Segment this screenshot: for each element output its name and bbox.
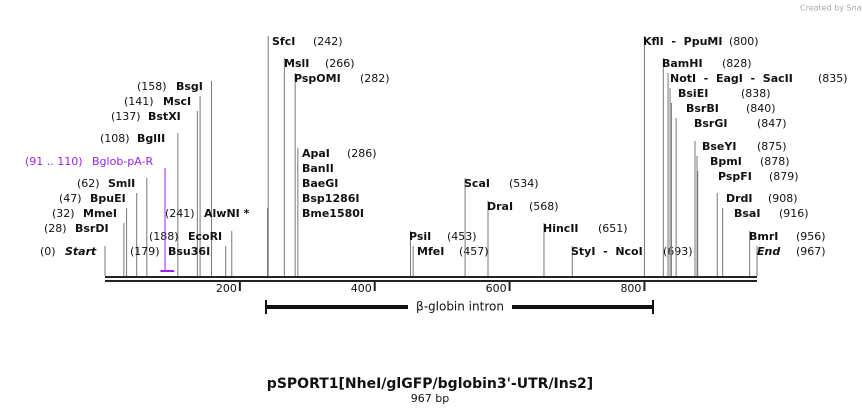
enzyme-position: (838) [741,87,771,100]
enzyme-name: SfcI [272,35,295,48]
enzyme-name: Bsp1286I [302,192,360,205]
intron-label: β-globin intron [416,300,504,314]
enzyme-position: (568) [529,200,559,213]
enzyme-position: (534) [509,177,539,190]
scale-label: 200 [216,282,237,295]
scale-label: 400 [351,282,372,295]
enzyme-name: BsrGI [694,117,727,130]
enzyme-name: BsaI [734,207,760,220]
enzyme-name: KflI - PpuMI [643,35,722,48]
enzyme-name: MfeI [417,245,444,258]
enzyme-position: (847) [757,117,787,130]
credit: Created by SnapGene [800,4,862,13]
enzyme-name: MslI [284,57,309,70]
enzyme-position: (242) [313,35,343,48]
enzyme-position: (916) [779,207,809,220]
enzyme-name: BsrBI [686,102,719,115]
enzyme-position: (875) [757,140,787,153]
enzyme-name: BpmI [710,155,742,168]
enzyme-position: (879) [769,170,799,183]
enzyme-name: NotI - EagI - SacII [670,72,793,85]
enzyme-name: BsgI [176,80,203,93]
enzyme-name: ScaI [464,177,490,190]
enzyme-name: BaeGI [302,177,338,190]
enzyme-position: (282) [360,72,390,85]
enzyme-name: BamHI [662,57,703,70]
enzyme-name: MmeI [83,207,117,220]
enzyme-name: Start [65,245,97,258]
enzyme-name: ApaI [302,147,330,160]
enzyme-position: (453) [447,230,477,243]
enzyme-position: (137) [111,110,141,123]
enzyme-position: (286) [347,147,377,160]
enzyme-position: (179) [130,245,160,258]
enzyme-position: (266) [325,57,355,70]
enzyme-position: (188) [149,230,179,243]
enzyme-position: (835) [818,72,848,85]
enzyme-position: (908) [768,192,798,205]
feature-name: Bglob-pA-R [92,155,154,168]
enzyme-name: DraI [487,200,513,213]
scale-label: 600 [486,282,507,295]
enzyme-name: BsrDI [75,222,109,235]
enzyme-name: End [757,245,780,258]
enzyme-name: PspOMI [294,72,341,85]
enzyme-position: (800) [729,35,759,48]
enzyme-name: BsiEI [678,87,708,100]
scale-label: 800 [620,282,641,295]
enzyme-name: Bme1580I [302,207,364,220]
enzyme-name: BseYI [702,140,736,153]
enzyme-position: (956) [796,230,826,243]
enzyme-position: (141) [124,95,154,108]
enzyme-name: EcoRI [188,230,222,243]
enzyme-position: (693) [663,245,693,258]
enzyme-position: (878) [760,155,790,168]
enzyme-name: BpuEI [90,192,126,205]
enzyme-position: (158) [137,80,167,93]
enzyme-position: (457) [459,245,489,258]
feature-position: (91 .. 110) [25,155,83,168]
enzyme-name: SmlI [108,177,135,190]
enzyme-position: (62) [77,177,100,190]
enzyme-name: MscI [163,95,191,108]
enzyme-name: PsiI [409,230,431,243]
enzyme-position: (47) [59,192,82,205]
enzyme-name: BstXI [148,110,181,123]
enzyme-name: AlwNI * [204,207,250,220]
enzyme-position: (967) [796,245,826,258]
enzyme-name: PspFI [718,170,752,183]
enzyme-position: (108) [100,132,130,145]
enzyme-position: (840) [746,102,776,115]
length: 967 bp [411,392,449,405]
enzyme-position: (828) [722,57,752,70]
enzyme-name: HincII [543,222,579,235]
enzyme-name: DrdI [726,192,753,205]
title: pSPORT1[NheI/glGFP/bglobin3'-UTR/Ins2] [267,376,593,392]
enzyme-position: (651) [598,222,628,235]
intron-label-bg [408,298,512,316]
enzyme-name: Bsu36I [168,245,210,258]
enzyme-name: BanII [302,162,334,175]
enzyme-position: (0) [40,245,56,258]
enzyme-position: (28) [44,222,67,235]
enzyme-name: BmrI [749,230,778,243]
enzyme-name: BglII [137,132,165,145]
enzyme-name: StyI - NcoI [571,245,643,258]
enzyme-position: (241) [165,207,195,220]
enzyme-position: (32) [52,207,75,220]
